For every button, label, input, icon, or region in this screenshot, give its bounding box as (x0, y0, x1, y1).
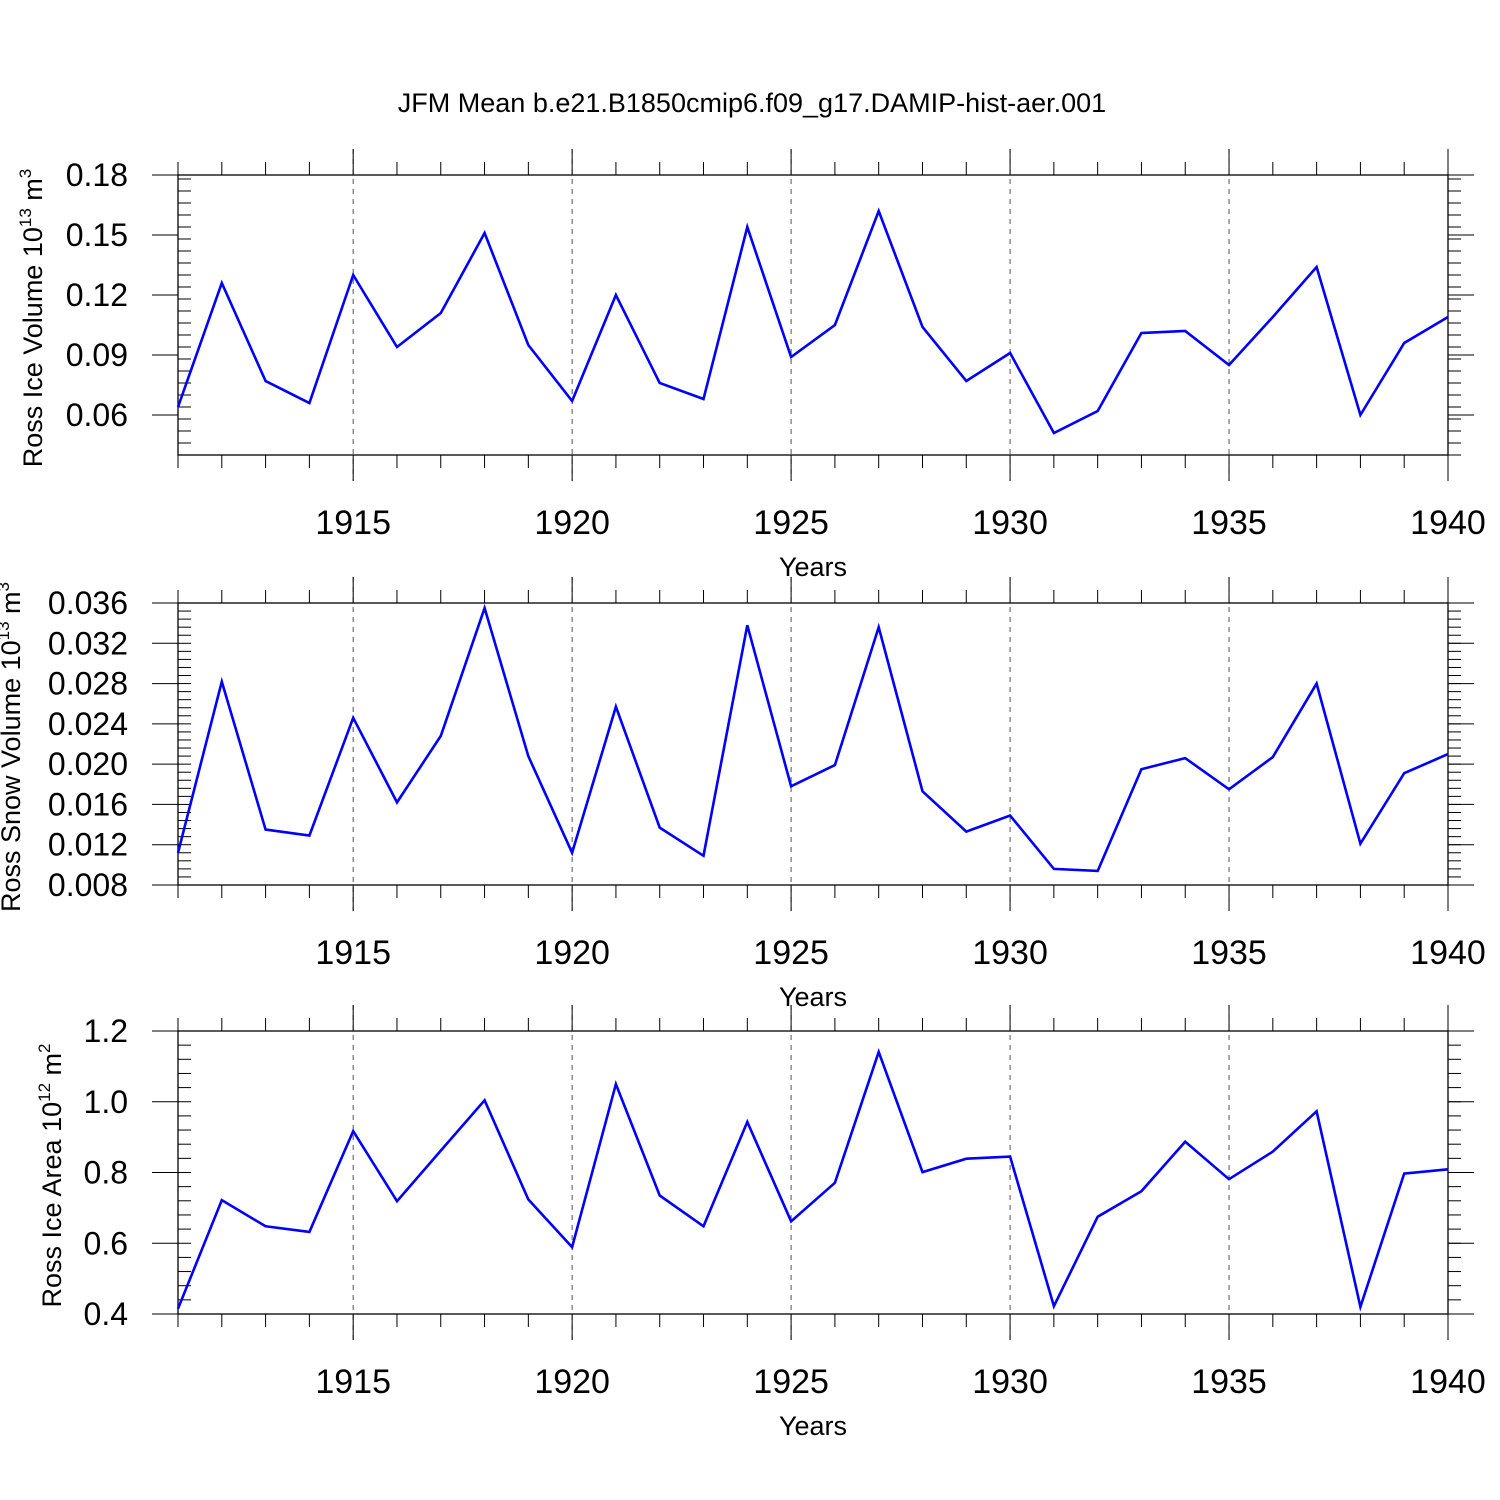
panel-1-frame (177, 174, 1449, 456)
panel-1-y-tick-label: 0.06 (66, 397, 128, 433)
panel-2-y-tick-label: 0.008 (48, 867, 128, 903)
panel-2-y-tick-label: 0.036 (48, 585, 128, 621)
panel-2-x-tick-label: 1930 (972, 934, 1048, 972)
panel-2-x-tick-label: 1935 (1191, 934, 1267, 972)
panel-2-x-tick-label: 1915 (315, 934, 391, 972)
panel-3-y-axis-label-part: 2 (35, 1043, 54, 1052)
panel-2-y-tick-label: 0.020 (48, 746, 128, 782)
panel-3-y-tick-label: 1.2 (84, 1013, 128, 1049)
panel-2-x-axis-label: Years (779, 982, 847, 1012)
panel-2-y-tick-label: 0.032 (48, 625, 128, 661)
panel-1-x-tick-label: 1935 (1191, 504, 1267, 542)
panel-1-x-tick-label: 1930 (972, 504, 1048, 542)
panel-3-x-tick-label: 1935 (1191, 1363, 1267, 1401)
panel-3-y-tick-label: 1.0 (84, 1084, 128, 1120)
panel-2-series-line (176, 603, 1449, 873)
panel-1-x-tick-label: 1925 (753, 504, 829, 542)
panel-1-y-axis-label: Ross Ice Volume 1013 m3 (16, 169, 48, 468)
panel-1-y-tick-label: 0.15 (66, 217, 128, 253)
panel-3-x-tick-label: 1930 (972, 1363, 1048, 1401)
panel-1-y-axis-label-part: Ross Ice Volume 10 (18, 227, 48, 467)
panel-1-y-tick-label: 0.09 (66, 337, 128, 373)
panel-2-y-tick-label: 0.024 (48, 706, 128, 742)
panel-2-x-tick-label: 1940 (1410, 934, 1486, 972)
panel-2-y-axis-label-part: m (0, 591, 26, 621)
panel-3-y-tick-label: 0.4 (84, 1296, 128, 1332)
panel-3-x-tick-label: 1940 (1410, 1363, 1486, 1401)
panel-3-y-axis-label-part: m (37, 1053, 67, 1083)
panel-3-y-tick-label: 0.8 (84, 1155, 128, 1191)
panel-3: 0.4 0.6 0.8 1.0 1.2 1915 1920 1925 1930 1935 1940 Y… (35, 1005, 1486, 1441)
panel-2-x-tick-label: 1920 (534, 934, 610, 972)
panel-2-y-tick-label: 0.016 (48, 786, 128, 822)
panel-1-y-axis-label-part: 3 (16, 169, 35, 178)
panel-1-y-tick-label: 0.18 (66, 157, 128, 193)
panel-1-x-axis-label: Years (779, 552, 847, 582)
panel-2-y-tick-label: 0.028 (48, 666, 128, 702)
panel-3-x-tick-label: 1920 (534, 1363, 610, 1401)
panel-3-frame (177, 1030, 1449, 1315)
panel-1-x-tick-label: 1920 (534, 504, 610, 542)
figure-title: JFM Mean b.e21.B1850cmip6.f09_g17.DAMIP-… (398, 88, 1106, 118)
panel-3-y-axis-label-part: 12 (35, 1083, 54, 1102)
panel-1: 0.06 0.09 0.12 0.15 0.18 1915 1920 1925 1930 1935… (16, 149, 1486, 582)
panel-3-y-axis-label-part: Ross Ice Area 10 (37, 1102, 67, 1308)
panel-1-y-tick-label: 0.12 (66, 277, 128, 313)
panel-3-x-tick-label: 1925 (753, 1363, 829, 1401)
panel-2: 0.008 0.012 0.016 0.020 0.024 0.028 0.032 0.036… (0, 577, 1486, 1012)
panel-2-y-axis-label-part: 3 (0, 582, 13, 591)
panel-3-series-line (176, 1047, 1449, 1312)
panel-3-x-tick-label: 1915 (315, 1363, 391, 1401)
panel-1-x-tick-label: 1940 (1410, 504, 1486, 542)
panel-2-frame (177, 602, 1449, 886)
panel-3-x-axis-label: Years (779, 1411, 847, 1441)
panel-3-y-tick-label: 0.6 (84, 1225, 128, 1261)
panel-2-y-tick-label: 0.012 (48, 827, 128, 863)
panel-1-y-axis-label-part: 13 (16, 208, 35, 227)
panel-2-y-axis-label-part: Ross Snow Volume 10 (0, 640, 26, 912)
panel-2-y-axis-label: Ross Snow Volume 1013 m3 (0, 582, 26, 912)
panel-3-y-axis-label: Ross Ice Area 1012 m2 (35, 1043, 67, 1307)
panel-1-x-tick-label: 1915 (315, 504, 391, 542)
panel-1-series-line (176, 207, 1449, 435)
panel-2-x-tick-label: 1925 (753, 934, 829, 972)
panel-2-y-axis-label-part: 13 (0, 621, 13, 640)
panel-1-y-axis-label-part: m (18, 178, 48, 208)
